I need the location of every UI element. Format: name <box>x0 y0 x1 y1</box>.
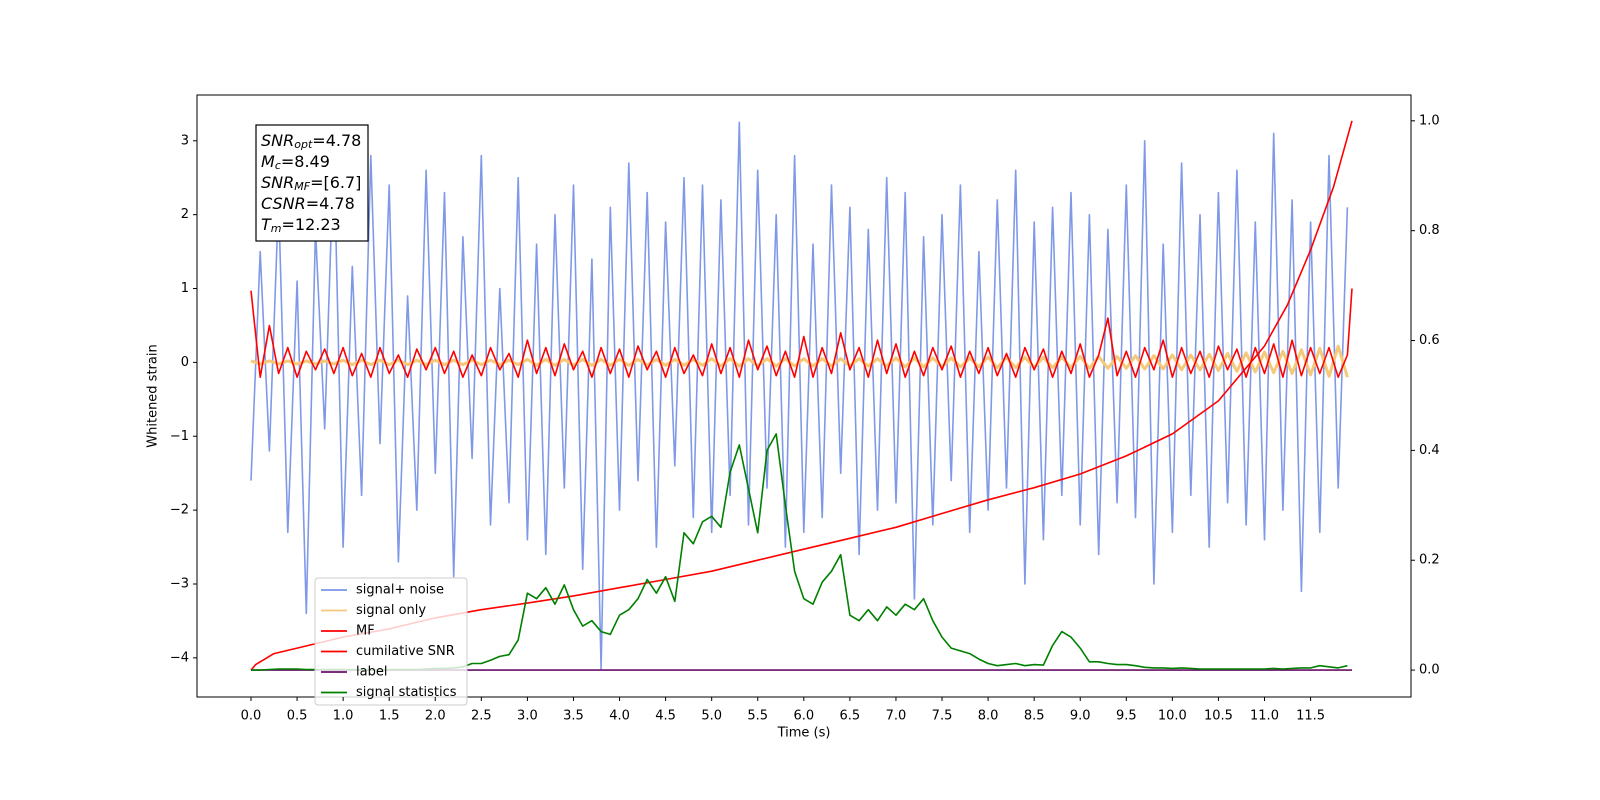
legend-label: cumilative SNR <box>356 644 455 659</box>
x-tick-label: 9.0 <box>1070 709 1091 724</box>
annotation-symbol: M <box>261 152 275 171</box>
legend-label: signal only <box>356 603 426 618</box>
series-line <box>250 344 1349 378</box>
annotation-subscript: opt <box>294 138 313 151</box>
annotation-value: =8.49 <box>281 152 330 171</box>
legend-label: MF <box>356 624 375 639</box>
annotation-subscript: m <box>271 222 282 235</box>
y2-tick-label: 0.0 <box>1419 663 1440 678</box>
annotation-line: SNRMF=[6.7] <box>261 173 361 194</box>
x-tick-label: 2.5 <box>471 709 492 724</box>
x-tick-label: 5.0 <box>701 709 722 724</box>
annotation-line: Tm=12.23 <box>261 215 341 236</box>
x-tick-label: 1.5 <box>379 709 400 724</box>
y-axis-label: Whitened strain <box>146 344 161 447</box>
x-tick-label: 6.5 <box>840 709 861 724</box>
annotation-symbol: T <box>261 215 272 234</box>
y2-tick-label: 0.6 <box>1419 333 1440 348</box>
x-tick-label: 10.0 <box>1158 709 1187 724</box>
annotation-symbol: CSNR <box>261 194 306 213</box>
legend-label: signal statistics <box>356 685 457 700</box>
y2-tick-label: 0.2 <box>1419 553 1440 568</box>
y-tick-label: 1 <box>181 281 189 296</box>
overlay: SNRopt=4.78Mc=8.49SNRMF=[6.7]CSNR=4.78Tm… <box>255 124 468 706</box>
x-tick-label: 1.0 <box>333 709 354 724</box>
annotation-value: =[6.7] <box>310 173 361 192</box>
annotation-subscript: MF <box>294 180 310 193</box>
annotation-line: CSNR=4.78 <box>261 194 355 213</box>
series-line <box>250 288 1353 379</box>
y2-tick-label: 1.0 <box>1419 113 1440 128</box>
y-tick-label: 3 <box>181 133 189 148</box>
x-tick-label: 3.0 <box>517 709 538 724</box>
x-tick-label: 0.0 <box>241 709 262 724</box>
x-tick-label: 5.5 <box>747 709 768 724</box>
x-tick-label: 4.5 <box>655 709 676 724</box>
y-tick-label: −2 <box>170 503 189 518</box>
legend-label: label <box>356 665 387 680</box>
annotation-line: SNRopt=4.78 <box>261 131 361 152</box>
x-tick-label: 7.0 <box>886 709 907 724</box>
x-tick-label: 0.5 <box>287 709 308 724</box>
y-tick-label: −1 <box>170 429 189 444</box>
annotation-value: =12.23 <box>282 215 341 234</box>
annotation-frame <box>255 124 369 242</box>
annotation-subscript: c <box>275 159 281 172</box>
legend-frame <box>314 577 468 706</box>
x-tick-label: 3.5 <box>563 709 584 724</box>
x-tick-label: 7.5 <box>932 709 953 724</box>
annotation-value: =4.78 <box>312 131 361 150</box>
x-tick-label: 4.0 <box>609 709 630 724</box>
x-tick-label: 8.5 <box>1024 709 1045 724</box>
y-tick-label: −4 <box>170 650 189 665</box>
x-tick-label: 10.5 <box>1204 709 1233 724</box>
y2-tick-label: 0.4 <box>1419 443 1440 458</box>
y2-tick-label: 0.8 <box>1419 223 1440 238</box>
y-tick-label: 0 <box>181 355 189 370</box>
x-tick-label: 8.0 <box>978 709 999 724</box>
annotation-symbol: SNR <box>261 131 294 150</box>
y-tick-label: −3 <box>170 576 189 591</box>
x-tick-label: 11.5 <box>1296 709 1325 724</box>
series-line <box>250 121 1349 670</box>
x-tick-label: 2.0 <box>425 709 446 724</box>
x-tick-label: 9.5 <box>1116 709 1137 724</box>
y-tick-label: 2 <box>181 207 189 222</box>
annotation-symbol: SNR <box>261 173 294 192</box>
annotation-value: =4.78 <box>306 194 355 213</box>
annotation-line: Mc=8.49 <box>261 152 330 173</box>
annotation-box: SNRopt=4.78Mc=8.49SNRMF=[6.7]CSNR=4.78Tm… <box>255 124 369 242</box>
legend: signal+ noise signal only MF cumilative SNR… <box>314 577 468 706</box>
x-axis-label: Time (s) <box>777 726 831 741</box>
x-tick-label: 11.0 <box>1250 709 1279 724</box>
legend-label: signal+ noise <box>356 583 444 598</box>
x-tick-label: 6.0 <box>793 709 814 724</box>
